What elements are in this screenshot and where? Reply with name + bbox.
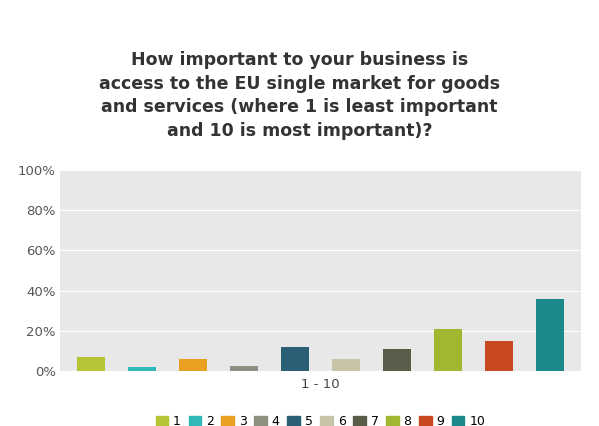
Bar <box>230 366 258 371</box>
Bar <box>485 341 513 371</box>
Bar <box>281 347 309 371</box>
X-axis label: 1 - 10: 1 - 10 <box>301 377 340 391</box>
Bar <box>434 328 462 371</box>
Bar <box>77 357 105 371</box>
Bar <box>536 299 564 371</box>
Legend: 1, 2, 3, 4, 5, 6, 7, 8, 9, 10: 1, 2, 3, 4, 5, 6, 7, 8, 9, 10 <box>153 413 488 426</box>
Bar <box>383 348 411 371</box>
Bar <box>179 359 207 371</box>
Bar <box>332 359 360 371</box>
Text: How important to your business is
access to the EU single market for goods
and s: How important to your business is access… <box>99 51 500 140</box>
Bar <box>128 367 156 371</box>
